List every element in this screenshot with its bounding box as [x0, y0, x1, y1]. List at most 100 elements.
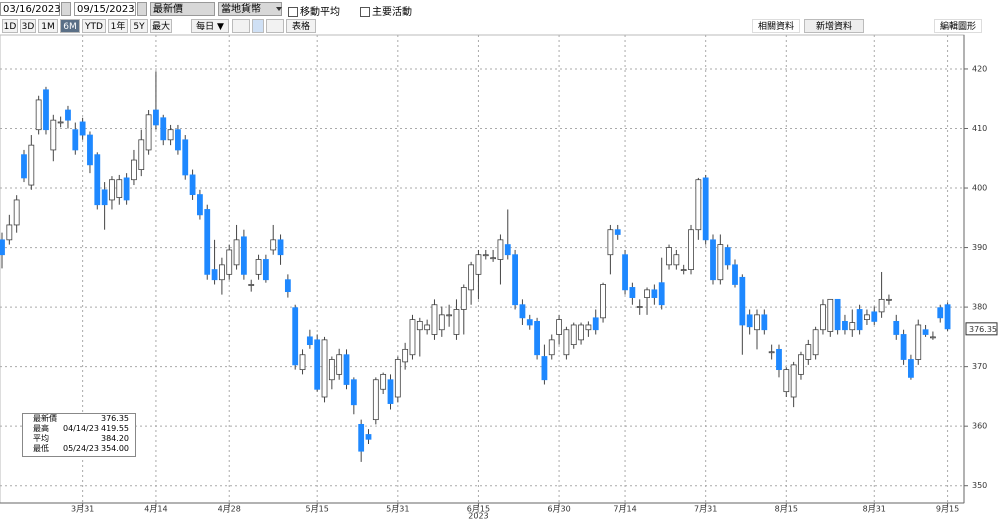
calendar-button[interactable] — [137, 2, 147, 16]
candle-body — [314, 339, 321, 390]
candle-body — [805, 344, 812, 360]
legend-row: 最高 04/14/23 419.55 — [23, 424, 135, 434]
candle-body — [416, 320, 423, 331]
end-date[interactable]: 09/15/2023 — [74, 2, 136, 16]
last-price-box — [965, 322, 998, 336]
candle-body — [94, 154, 101, 206]
moving-avg-option[interactable]: 移動平均 — [288, 3, 340, 18]
candle-body — [109, 179, 115, 201]
edit-button[interactable]: 編輯圖形 — [934, 19, 982, 33]
candle-body — [72, 129, 79, 151]
candle-body — [204, 209, 211, 275]
calendar-button[interactable] — [61, 2, 71, 16]
candle-body — [131, 159, 137, 181]
candle-body — [644, 289, 650, 298]
x-tick-label: 8月31 — [863, 505, 886, 514]
candle-body — [607, 229, 614, 256]
candle-body — [768, 351, 775, 354]
blank-button[interactable] — [252, 19, 264, 33]
legend-row: 平均 384.20 — [23, 434, 135, 444]
related-button[interactable]: 相關資料 — [752, 19, 800, 33]
currency[interactable]: 當地貨幣 — [218, 2, 282, 16]
legend-date: 04/14/23 — [63, 424, 99, 433]
candle-body — [13, 199, 20, 226]
candle-body — [812, 329, 819, 356]
candle-body — [754, 314, 760, 331]
candle-body — [35, 99, 42, 131]
candle-body — [248, 284, 255, 286]
candle-body — [226, 249, 233, 275]
legend-row: 最低 05/24/23 354.00 — [23, 444, 135, 454]
candle-body — [849, 322, 856, 331]
candle-body — [446, 314, 453, 317]
candle-body — [87, 134, 93, 166]
candle-body — [482, 254, 489, 257]
candle-body — [783, 369, 790, 393]
candle-body — [673, 254, 680, 266]
candle-body — [519, 304, 526, 319]
candle-body — [578, 324, 584, 341]
candle-body — [380, 373, 387, 390]
candle-body — [65, 109, 71, 121]
blank-button[interactable] — [266, 19, 284, 33]
candle-body — [680, 269, 687, 271]
range-button[interactable]: 5Y — [130, 19, 148, 33]
candle-body — [138, 139, 145, 170]
candle-body — [292, 307, 299, 366]
dropdown-arrow — [276, 7, 282, 14]
candle-body — [585, 324, 592, 331]
range-button[interactable]: 1年 — [108, 19, 128, 33]
frequency[interactable]: 每日 ▼ — [191, 19, 229, 33]
candle-body — [893, 320, 900, 335]
candle-body — [460, 287, 467, 310]
candle-body — [299, 354, 306, 371]
candle-body — [915, 324, 922, 360]
add-data-button[interactable]: 新增資料 — [804, 19, 864, 33]
legend-date: 05/24/23 — [63, 444, 99, 453]
range-button[interactable]: 3D — [20, 19, 36, 33]
candle-body — [871, 311, 878, 322]
legend: 最新價 376.35 最高 04/14/23 419.55 平均 384.20 最低 05/24… — [22, 413, 136, 457]
candle-body — [666, 247, 672, 266]
blank-button[interactable] — [232, 19, 250, 33]
checkbox[interactable] — [360, 7, 370, 17]
x-tick-label: 7月31 — [694, 505, 717, 514]
candle-body — [922, 329, 929, 335]
candle-body — [497, 239, 504, 260]
candle-body — [21, 154, 27, 179]
legend-value: 384.20 — [101, 434, 129, 443]
candle-body — [277, 239, 284, 256]
legend-name: 平均 — [33, 434, 49, 443]
start-date[interactable]: 03/16/2023 — [0, 2, 61, 16]
candle-body — [592, 317, 599, 331]
candle-body — [145, 114, 152, 151]
y-tick-label: 370 — [972, 362, 987, 371]
candle-body — [175, 129, 181, 151]
candle-body — [526, 319, 533, 326]
events-option[interactable]: 主要活動 — [360, 3, 412, 18]
range-button[interactable]: 1D — [2, 19, 18, 33]
y-tick-label: 360 — [972, 422, 987, 431]
candle-body — [614, 229, 621, 235]
range-button[interactable]: YTD — [82, 19, 106, 33]
candle-body — [820, 304, 826, 331]
x-tick-label: 9月15 — [936, 505, 959, 514]
candle-body — [600, 284, 606, 319]
range-button[interactable]: 6M — [60, 19, 80, 33]
y-tick-label: 420 — [972, 64, 987, 73]
range-button[interactable]: 最大 — [150, 19, 172, 33]
candle-body — [431, 304, 438, 335]
price-field[interactable]: 最新價 — [150, 2, 215, 16]
candle-body — [688, 229, 694, 270]
candle-body — [328, 359, 335, 381]
table-button[interactable]: 表格 — [286, 19, 316, 33]
candle-body — [908, 359, 914, 378]
candle-body — [541, 356, 548, 381]
checkbox[interactable] — [288, 7, 298, 17]
range-button[interactable]: 1M — [38, 19, 58, 33]
candle-body — [944, 304, 951, 330]
legend-name: 最高 — [33, 424, 49, 433]
candle-body — [548, 339, 555, 356]
candle-body — [563, 329, 570, 356]
